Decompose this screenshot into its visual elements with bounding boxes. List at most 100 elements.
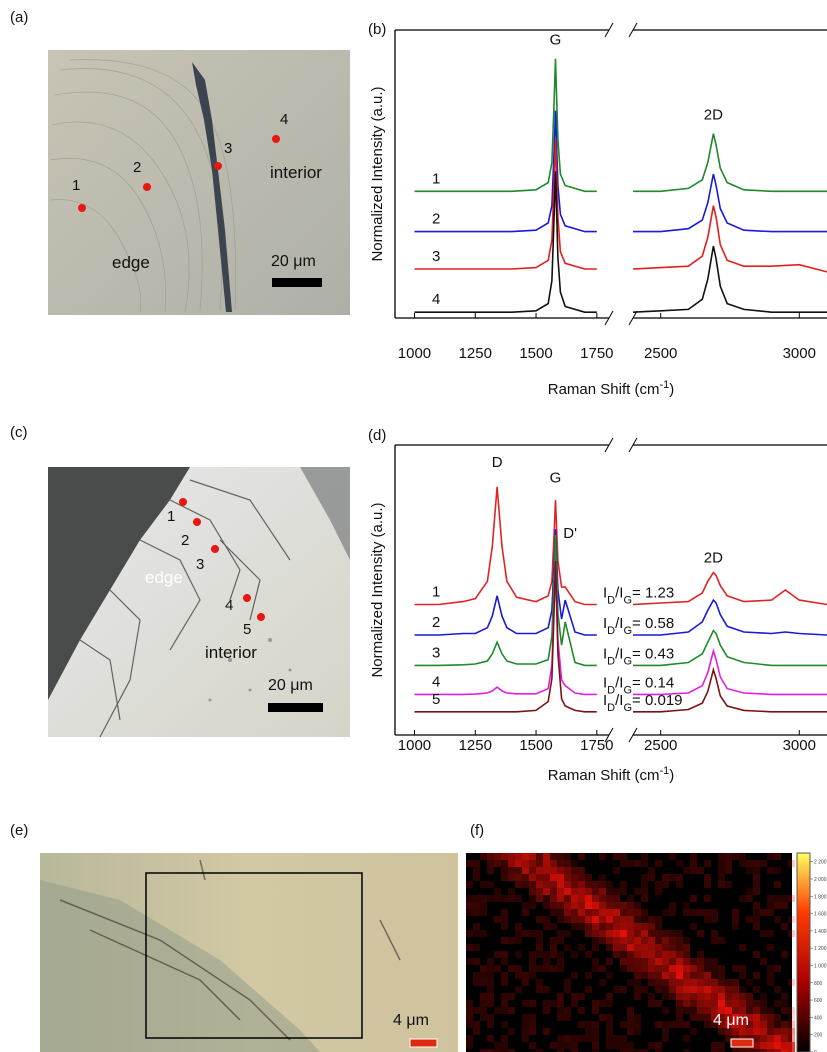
map-cell bbox=[501, 916, 508, 923]
map-cell bbox=[466, 860, 473, 867]
map-cell bbox=[753, 881, 760, 888]
map-cell bbox=[767, 965, 774, 972]
map-cell bbox=[697, 951, 704, 958]
map-cell bbox=[606, 1014, 613, 1021]
map-cell bbox=[767, 867, 774, 874]
map-cell bbox=[655, 860, 662, 867]
ratio-label-part: /I bbox=[615, 585, 623, 602]
map-cell bbox=[732, 909, 739, 916]
map-cell bbox=[529, 930, 536, 937]
map-cell bbox=[473, 902, 480, 909]
map-cell bbox=[466, 1000, 473, 1007]
map-cell bbox=[767, 902, 774, 909]
map-cell bbox=[473, 895, 480, 902]
map-cell bbox=[718, 1000, 725, 1007]
map-cell bbox=[613, 1042, 620, 1049]
map-cell bbox=[557, 888, 564, 895]
map-cell bbox=[669, 972, 676, 979]
x-axis-label: Raman Shift (cm-1) bbox=[548, 379, 674, 398]
map-cell bbox=[704, 979, 711, 986]
map-cell bbox=[767, 930, 774, 937]
map-cell bbox=[557, 1035, 564, 1042]
map-cell bbox=[536, 965, 543, 972]
map-cell bbox=[571, 895, 578, 902]
map-cell bbox=[627, 1014, 634, 1021]
map-cell bbox=[641, 888, 648, 895]
map-cell bbox=[648, 874, 655, 881]
point-label: 1 bbox=[72, 177, 80, 194]
map-cell bbox=[550, 881, 557, 888]
map-cell bbox=[564, 860, 571, 867]
map-cell bbox=[592, 1042, 599, 1049]
map-cell bbox=[487, 1035, 494, 1042]
map-cell bbox=[557, 958, 564, 965]
x-tick-label: 2500 bbox=[644, 737, 677, 754]
map-cell bbox=[683, 965, 690, 972]
map-cell bbox=[620, 965, 627, 972]
map-cell bbox=[515, 881, 522, 888]
map-cell bbox=[683, 986, 690, 993]
map-cell bbox=[557, 909, 564, 916]
map-cell bbox=[641, 965, 648, 972]
map-cell bbox=[634, 965, 641, 972]
map-cell bbox=[718, 1028, 725, 1035]
map-cell bbox=[501, 1007, 508, 1014]
map-cell bbox=[746, 1028, 753, 1035]
map-cell bbox=[473, 867, 480, 874]
map-cell bbox=[522, 1035, 529, 1042]
map-cell bbox=[648, 993, 655, 1000]
map-cell bbox=[501, 860, 508, 867]
map-cell bbox=[676, 944, 683, 951]
map-cell bbox=[781, 1028, 788, 1035]
map-cell bbox=[480, 881, 487, 888]
map-cell bbox=[648, 979, 655, 986]
map-cell bbox=[683, 909, 690, 916]
map-cell bbox=[767, 972, 774, 979]
map-cell bbox=[585, 874, 592, 881]
map-cell bbox=[557, 895, 564, 902]
map-cell bbox=[543, 895, 550, 902]
map-cell bbox=[753, 909, 760, 916]
ratio-value: 0.14 bbox=[645, 674, 674, 691]
map-cell bbox=[634, 958, 641, 965]
map-cell bbox=[627, 1042, 634, 1049]
map-cell bbox=[725, 979, 732, 986]
map-cell bbox=[774, 1014, 781, 1021]
map-cell bbox=[550, 937, 557, 944]
map-cell bbox=[606, 993, 613, 1000]
map-cell bbox=[571, 888, 578, 895]
map-cell bbox=[690, 867, 697, 874]
map-cell bbox=[606, 881, 613, 888]
ratio-value: 0.019 bbox=[645, 692, 683, 709]
map-cell bbox=[522, 902, 529, 909]
map-cell bbox=[662, 958, 669, 965]
map-cell bbox=[655, 986, 662, 993]
map-cell bbox=[788, 1021, 795, 1028]
spectrum-line bbox=[415, 529, 597, 635]
map-cell bbox=[648, 930, 655, 937]
map-cell bbox=[606, 916, 613, 923]
map-cell bbox=[711, 909, 718, 916]
region-label: interior bbox=[270, 163, 322, 182]
point-label: 3 bbox=[196, 556, 204, 573]
map-cell bbox=[550, 965, 557, 972]
map-cell bbox=[564, 888, 571, 895]
map-cell bbox=[627, 965, 634, 972]
map-cell bbox=[613, 909, 620, 916]
map-cell bbox=[522, 1021, 529, 1028]
map-cell bbox=[564, 1042, 571, 1049]
map-cell bbox=[767, 853, 774, 860]
map-cell bbox=[564, 1007, 571, 1014]
map-cell bbox=[746, 1000, 753, 1007]
map-cell bbox=[760, 958, 767, 965]
map-cell bbox=[655, 1021, 662, 1028]
map-cell bbox=[676, 881, 683, 888]
map-cell bbox=[774, 881, 781, 888]
map-cell bbox=[725, 881, 732, 888]
map-cell bbox=[529, 1014, 536, 1021]
colorbar-tick-label: 1 400 bbox=[814, 929, 827, 935]
micrograph-a bbox=[48, 50, 350, 315]
map-cell bbox=[788, 1028, 795, 1035]
map-cell bbox=[585, 881, 592, 888]
map-cell bbox=[732, 979, 739, 986]
